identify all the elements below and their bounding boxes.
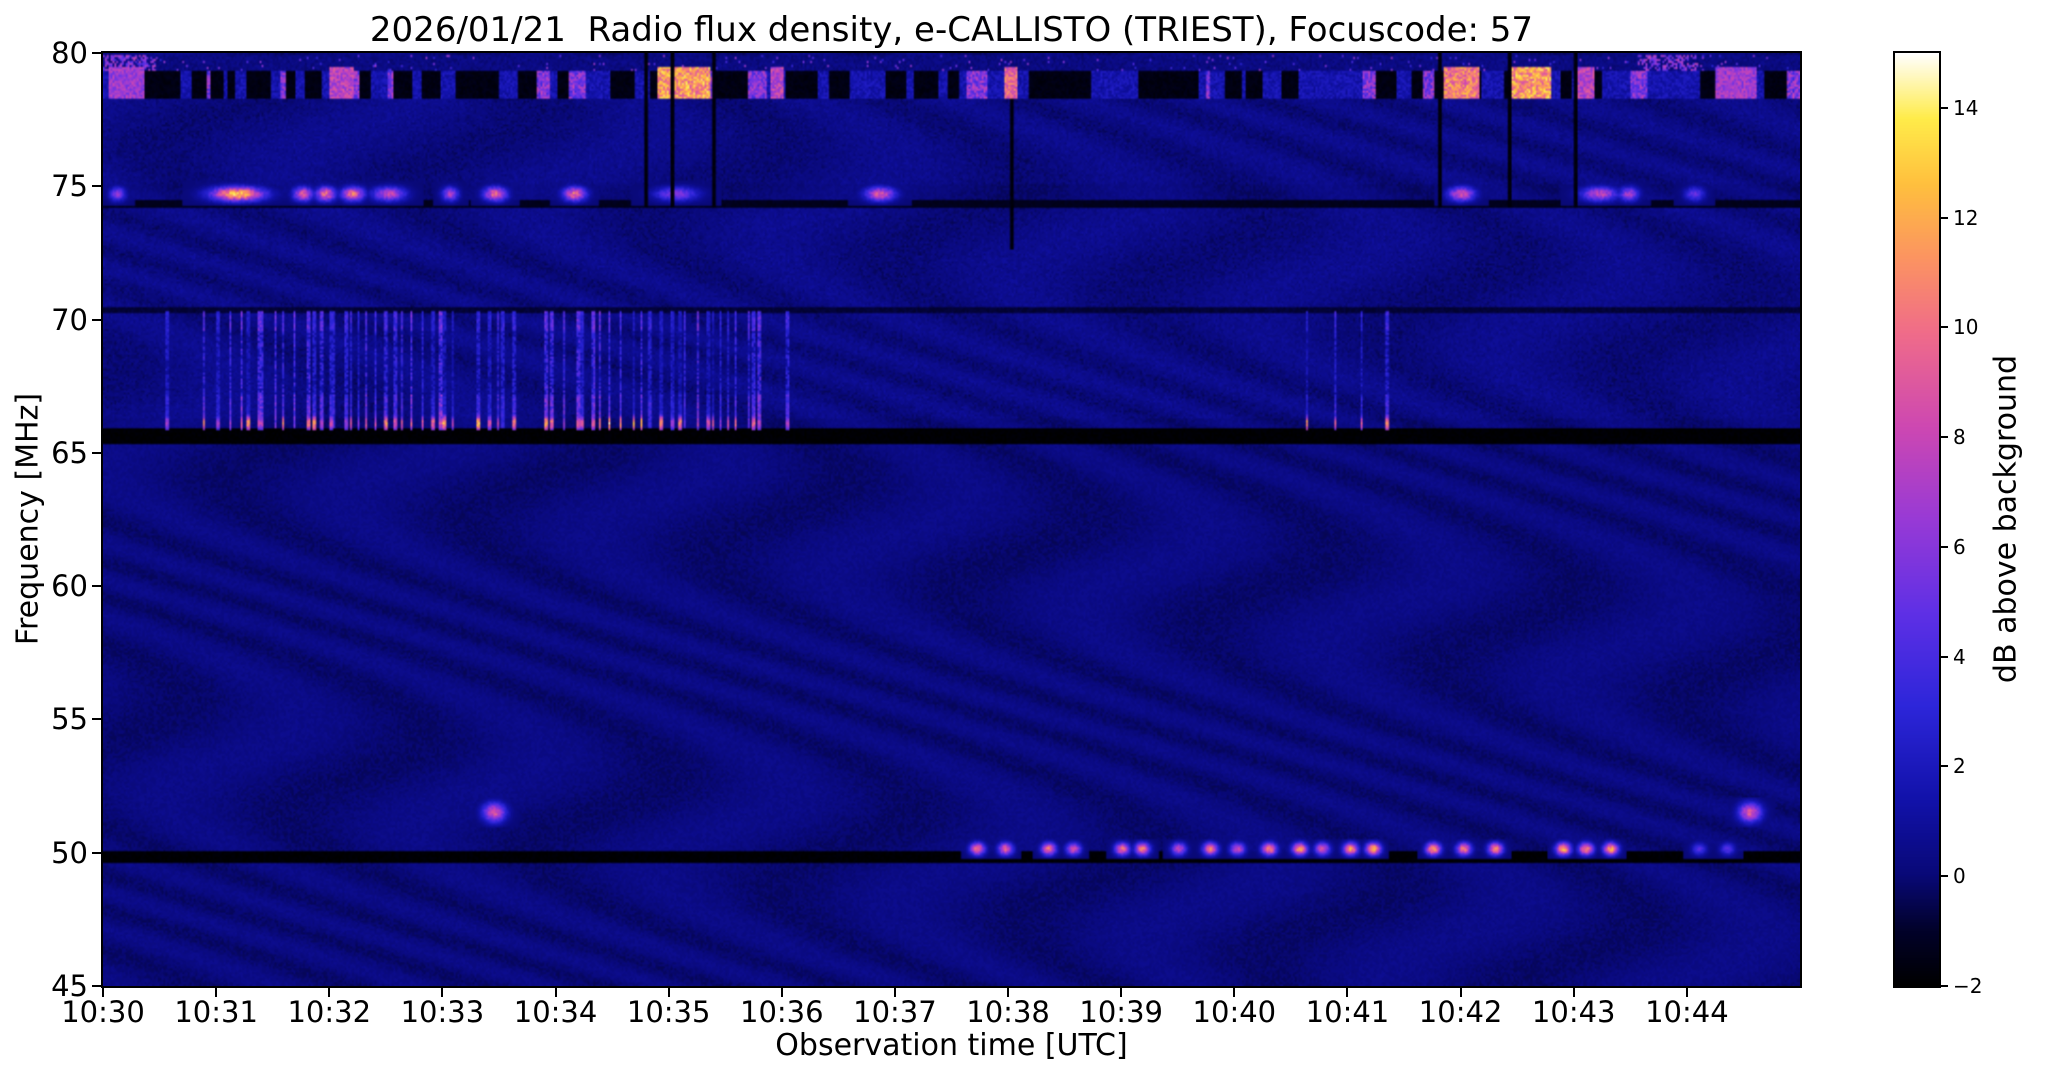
x-tick — [893, 988, 896, 997]
x-tick-label: 10:30 — [61, 995, 145, 1029]
colorbar-tick-label: 8 — [1953, 425, 1966, 450]
y-tick-label: 75 — [51, 169, 88, 204]
colorbar-tick — [1941, 545, 1948, 548]
colorbar-tick — [1941, 106, 1948, 109]
x-tick — [328, 988, 331, 997]
colorbar-tick — [1941, 436, 1948, 439]
x-tick-label: 10:39 — [1079, 995, 1163, 1029]
x-tick-label: 10:44 — [1645, 995, 1729, 1029]
x-tick-label: 10:42 — [1418, 995, 1503, 1029]
colorbar-tick — [1941, 655, 1948, 658]
y-tick-label: 55 — [51, 702, 88, 737]
colorbar-tick — [1941, 765, 1948, 768]
y-tick-label: 65 — [51, 435, 88, 470]
colorbar-tick — [1941, 326, 1948, 329]
x-tick-label: 10:35 — [626, 995, 711, 1029]
x-tick — [102, 988, 104, 997]
colorbar-tick-label: 0 — [1953, 864, 1966, 889]
x-tick — [441, 988, 444, 997]
colorbar-tick-label: 12 — [1953, 205, 1979, 230]
x-tick — [215, 988, 218, 997]
x-tick-label: 10:40 — [1192, 995, 1277, 1029]
x-tick — [1233, 988, 1236, 997]
y-tick-label: 50 — [51, 835, 88, 870]
x-tick — [780, 988, 783, 997]
x-tick — [1346, 988, 1349, 997]
x-tick-label: 10:31 — [174, 995, 258, 1029]
colorbar-tick-label: 4 — [1953, 644, 1966, 669]
plot-area — [101, 51, 1802, 988]
y-tick — [92, 318, 101, 321]
x-tick-label: 10:41 — [1305, 995, 1390, 1029]
x-tick — [1685, 988, 1688, 997]
x-tick-label: 10:32 — [287, 995, 372, 1029]
x-tick-label: 10:34 — [513, 995, 598, 1029]
x-tick — [1120, 988, 1123, 997]
x-tick-label: 10:36 — [740, 995, 824, 1029]
colorbar-label: dB above background — [1988, 354, 2024, 684]
colorbar-tick — [1941, 985, 1948, 987]
x-tick — [1572, 988, 1575, 997]
y-tick — [92, 585, 101, 588]
y-tick-label: 60 — [51, 569, 88, 604]
y-tick — [92, 52, 101, 54]
x-tick — [1007, 988, 1010, 997]
colorbar-tick-label: 14 — [1953, 95, 1979, 120]
chart-title: 2026/01/21 Radio flux density, e-CALLIST… — [369, 10, 1534, 50]
y-tick-label: 45 — [51, 969, 88, 1003]
x-tick — [1459, 988, 1462, 997]
y-tick-label: 70 — [51, 302, 88, 337]
colorbar-tick-label: 2 — [1953, 754, 1966, 779]
colorbar — [1893, 51, 1941, 988]
y-tick — [92, 985, 101, 987]
y-tick — [92, 851, 101, 854]
x-tick-label: 10:33 — [400, 995, 485, 1029]
y-tick — [92, 718, 101, 721]
x-tick-label: 10:37 — [853, 995, 937, 1029]
x-tick-label: 10:38 — [966, 995, 1050, 1029]
colorbar-tick-label: 10 — [1953, 315, 1979, 340]
y-tick-label: 80 — [51, 36, 88, 70]
colorbar-tick — [1941, 216, 1948, 219]
colorbar-tick-label: −2 — [1953, 974, 1983, 998]
colorbar-tick-label: 6 — [1953, 534, 1966, 559]
x-tick — [554, 988, 557, 997]
x-axis-label: Observation time [UTC] — [775, 1028, 1128, 1063]
colorbar-canvas — [1895, 53, 1939, 986]
y-axis-label: Frequency [MHz] — [10, 392, 46, 646]
y-tick — [92, 185, 101, 188]
colorbar-tick — [1941, 875, 1948, 878]
x-tick-label: 10:43 — [1531, 995, 1616, 1029]
spectrogram-canvas — [103, 53, 1800, 986]
x-tick — [667, 988, 670, 997]
y-tick — [92, 451, 101, 454]
